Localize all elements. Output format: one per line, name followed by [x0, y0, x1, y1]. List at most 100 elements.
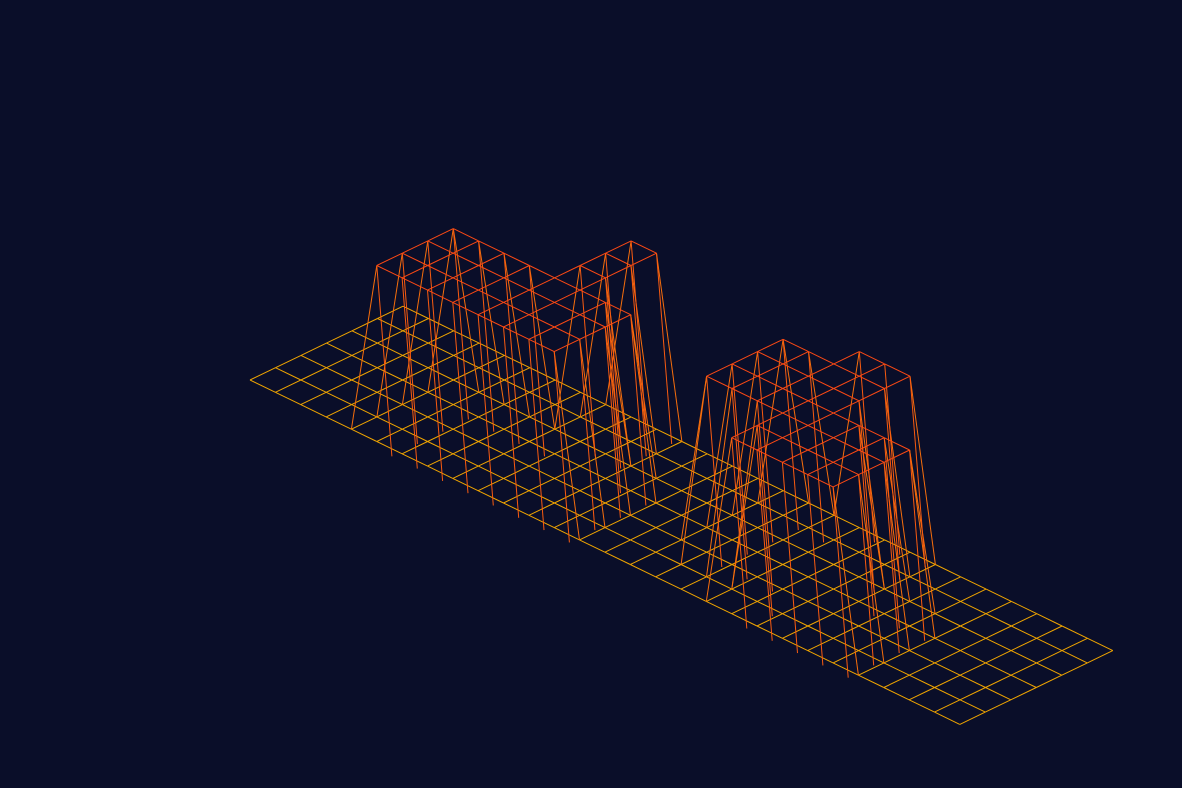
grid-edge [454, 343, 480, 355]
grid-edge [986, 589, 1011, 601]
peak-drop-edge [757, 425, 772, 616]
peak-top-edge [783, 352, 809, 364]
peak-drop-edge [428, 241, 443, 432]
grid-edge [656, 515, 682, 527]
grid-edge [301, 355, 326, 367]
grid-edge [859, 589, 885, 601]
grid-edge [352, 331, 377, 343]
grid-edge [453, 392, 479, 404]
grid-edge [327, 343, 352, 355]
peak-slope-edge [809, 352, 835, 516]
peak-top-edge [834, 401, 860, 413]
grid-edge [351, 417, 377, 429]
grid-edge [834, 515, 859, 527]
grid-edge [605, 466, 631, 478]
peak-slope-edge [783, 339, 809, 503]
grid-edge [909, 663, 935, 675]
grid-edge [732, 528, 758, 540]
grid-edge [352, 343, 378, 355]
peak-top-edge [808, 364, 834, 376]
grid-edge [935, 663, 960, 675]
peak-top-edge [808, 438, 834, 450]
grid-edge [961, 577, 986, 589]
grid-edge [707, 515, 733, 527]
grid-edge [504, 491, 530, 503]
grid-edge [1011, 675, 1036, 687]
peak-slope-edge [580, 253, 605, 417]
peak-top-edge [428, 229, 454, 241]
peak-drop-edge [402, 253, 417, 444]
peak-top-edge [783, 389, 808, 401]
peak-slope-edge [555, 266, 580, 430]
grid-edge [377, 331, 403, 343]
grid-edge [631, 491, 656, 503]
grid-edge [783, 552, 809, 564]
grid-edge [909, 688, 935, 700]
grid-edge [529, 478, 555, 490]
grid-edge [833, 601, 859, 613]
grid-edge [1062, 638, 1088, 650]
grid-edge [326, 392, 351, 404]
peak-slope-edge [732, 401, 758, 589]
peak-top-edge [402, 241, 428, 253]
grid-edge [656, 454, 681, 466]
grid-edge [276, 355, 302, 367]
peak-drop-edge [808, 475, 823, 666]
peak-top-edge [504, 253, 529, 265]
grid-edge [529, 466, 554, 478]
peak-drop-edge [885, 389, 900, 580]
grid-edge [656, 577, 681, 589]
peak-slope-edge [529, 266, 555, 430]
peak-drop-edge [859, 475, 874, 666]
peak-top-edge [554, 315, 580, 327]
grid-edge [986, 651, 1012, 663]
grid-edge [580, 528, 606, 540]
grid-edge [681, 515, 706, 527]
grid-edge [605, 540, 631, 552]
grid-edge [1011, 626, 1036, 638]
grid-edge [250, 380, 275, 392]
peak-slope-edge [453, 229, 479, 393]
peak-drop-edge [479, 241, 494, 432]
peak-drop-edge [478, 315, 493, 506]
grid-edge [960, 638, 986, 650]
grid-edge [1037, 638, 1062, 650]
peak-top-edge [479, 266, 504, 278]
peak-drop-edge [402, 278, 417, 469]
peak-drop-edge [428, 290, 443, 481]
peak-drop-edge [453, 229, 468, 420]
grid-edge [707, 478, 732, 490]
grid-edge [1037, 614, 1062, 626]
grid-edge [859, 528, 884, 540]
peak-top-edge [808, 450, 833, 462]
grid-edge [961, 601, 986, 613]
grid-edge [732, 614, 757, 626]
grid-edge [808, 651, 833, 663]
peak-top-edge [453, 253, 478, 265]
grid-edge [326, 368, 351, 380]
peak-top-edge [783, 401, 809, 413]
grid-edge [479, 380, 505, 392]
grid-edge [681, 552, 707, 564]
grid-edge [631, 442, 656, 454]
grid-edge [428, 319, 453, 331]
peak-drop-edge [884, 462, 899, 653]
grid-edge [707, 503, 732, 515]
peak-top-edge [529, 315, 554, 327]
peak-top-edge [783, 376, 809, 388]
peak-drop-edge [504, 327, 519, 518]
grid-edge [605, 503, 630, 515]
peak-top-edge [859, 425, 884, 437]
grid-edge [529, 503, 555, 515]
peak-slope-edge [707, 389, 733, 577]
grid-edge [657, 429, 682, 441]
grid-edge [301, 405, 326, 417]
peak-top-edge [859, 462, 885, 474]
grid-edge [757, 565, 783, 577]
grid-edge [479, 429, 505, 441]
peak-drop-edge [377, 266, 392, 457]
peak-top-edge [402, 253, 427, 265]
peak-top-edge [732, 389, 757, 401]
grid-edge [707, 552, 732, 564]
peak-slope-edge [428, 229, 453, 393]
